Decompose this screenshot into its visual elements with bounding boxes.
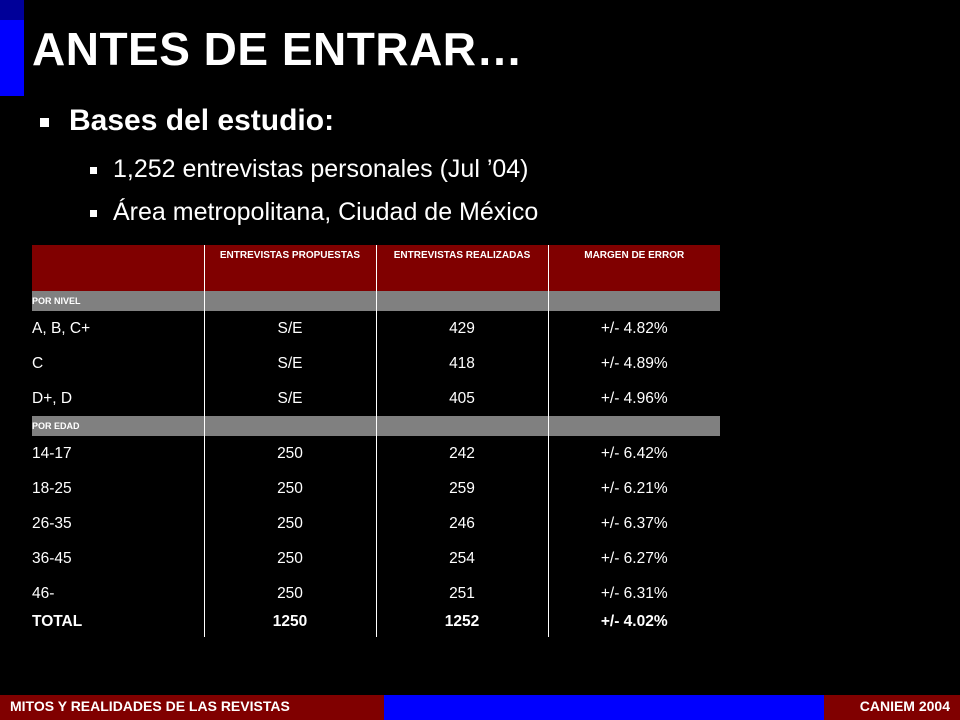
- square-bullet-icon: [40, 117, 49, 127]
- footer-left-text: MITOS Y REALIDADES DE LAS REVISTAS: [10, 698, 290, 714]
- realized-cell: 405: [375, 381, 548, 416]
- group-cell: [203, 291, 376, 311]
- group-label: POR EDAD: [32, 416, 204, 436]
- row-label: C: [32, 354, 44, 372]
- sub-bullet: 1,252 entrevistas personales (Jul ’04): [90, 155, 529, 184]
- table-row: 14-17 250 242 +/- 6.42%: [32, 436, 720, 471]
- row-label: 18-25: [32, 479, 72, 497]
- sub-bullet-text: 1,252 entrevistas personales (Jul ’04): [113, 155, 529, 183]
- sub-bullet: Área metropolitana, Ciudad de México: [90, 198, 538, 227]
- table-row: A, B, C+ S/E 429 +/- 4.82%: [32, 311, 720, 346]
- table-row: 46- 250 251 +/- 6.31%: [32, 576, 720, 611]
- group-cell: [547, 291, 720, 311]
- margin-cell: +/- 6.37%: [547, 506, 720, 541]
- sub-bullet-text: Área metropolitana, Ciudad de México: [113, 198, 539, 226]
- proposed-cell: S/E: [203, 381, 376, 416]
- table-row: D+, D S/E 405 +/- 4.96%: [32, 381, 720, 416]
- group-row: POR EDAD: [32, 416, 720, 436]
- accent-bar: [0, 0, 24, 96]
- row-label: A, B, C+: [32, 319, 91, 337]
- footer-bar: MITOS Y REALIDADES DE LAS REVISTAS CANIE…: [0, 695, 960, 720]
- proposed-cell: S/E: [203, 346, 376, 381]
- realized-cell: 418: [375, 346, 548, 381]
- footer-right-text: CANIEM 2004: [859, 698, 950, 714]
- margin-cell: +/- 6.31%: [547, 576, 720, 611]
- table-row: 26-35 250 246 +/- 6.37%: [32, 506, 720, 541]
- footer-left-block: MITOS Y REALIDADES DE LAS REVISTAS: [0, 695, 384, 720]
- group-label: POR NIVEL: [32, 291, 204, 311]
- realized-cell: 429: [375, 311, 548, 346]
- group-cell: [375, 291, 548, 311]
- total-proposed: 1250: [203, 611, 376, 637]
- group-row: POR NIVEL: [32, 291, 720, 311]
- square-bullet-icon: [90, 167, 97, 174]
- study-table: ENTREVISTAS PROPUESTAS ENTREVISTAS REALI…: [32, 245, 720, 637]
- proposed-cell: 250: [203, 436, 376, 471]
- accent-bar-tip: [0, 0, 24, 20]
- total-label: TOTAL: [32, 613, 83, 630]
- group-cell: [375, 416, 548, 436]
- table-row: 36-45 250 254 +/- 6.27%: [32, 541, 720, 576]
- group-cell: [203, 416, 376, 436]
- header-cell: MARGEN DE ERROR: [547, 245, 720, 291]
- realized-cell: 242: [375, 436, 548, 471]
- total-margin: +/- 4.02%: [547, 611, 720, 637]
- realized-cell: 254: [375, 541, 548, 576]
- slide-title: ANTES DE ENTRAR…: [32, 23, 524, 75]
- proposed-cell: 250: [203, 471, 376, 506]
- table-row: 18-25 250 259 +/- 6.21%: [32, 471, 720, 506]
- header-cell: ENTREVISTAS PROPUESTAS: [203, 245, 376, 291]
- main-bullet-text: Bases del estudio:: [69, 104, 335, 137]
- margin-cell: +/- 4.82%: [547, 311, 720, 346]
- header-cell: [32, 245, 204, 291]
- realized-cell: 246: [375, 506, 548, 541]
- square-bullet-icon: [90, 210, 97, 217]
- total-realized: 1252: [375, 611, 548, 637]
- margin-cell: +/- 6.27%: [547, 541, 720, 576]
- proposed-cell: 250: [203, 541, 376, 576]
- proposed-cell: 250: [203, 576, 376, 611]
- proposed-cell: 250: [203, 506, 376, 541]
- table-row: C S/E 418 +/- 4.89%: [32, 346, 720, 381]
- row-label: D+, D: [32, 389, 73, 407]
- header-cell: ENTREVISTAS REALIZADAS: [375, 245, 548, 291]
- row-label: 46-: [32, 584, 55, 602]
- margin-cell: +/- 6.42%: [547, 436, 720, 471]
- row-label: 26-35: [32, 514, 72, 532]
- group-cell: [547, 416, 720, 436]
- total-row: TOTAL 1250 1252 +/- 4.02%: [32, 611, 720, 637]
- margin-cell: +/- 6.21%: [547, 471, 720, 506]
- margin-cell: +/- 4.89%: [547, 346, 720, 381]
- table-header-row: ENTREVISTAS PROPUESTAS ENTREVISTAS REALI…: [32, 245, 720, 291]
- row-label: 14-17: [32, 444, 72, 462]
- realized-cell: 251: [375, 576, 548, 611]
- row-label: 36-45: [32, 549, 72, 567]
- footer-right-block: CANIEM 2004: [824, 695, 960, 720]
- proposed-cell: S/E: [203, 311, 376, 346]
- main-bullet: Bases del estudio:: [40, 104, 334, 138]
- realized-cell: 259: [375, 471, 548, 506]
- margin-cell: +/- 4.96%: [547, 381, 720, 416]
